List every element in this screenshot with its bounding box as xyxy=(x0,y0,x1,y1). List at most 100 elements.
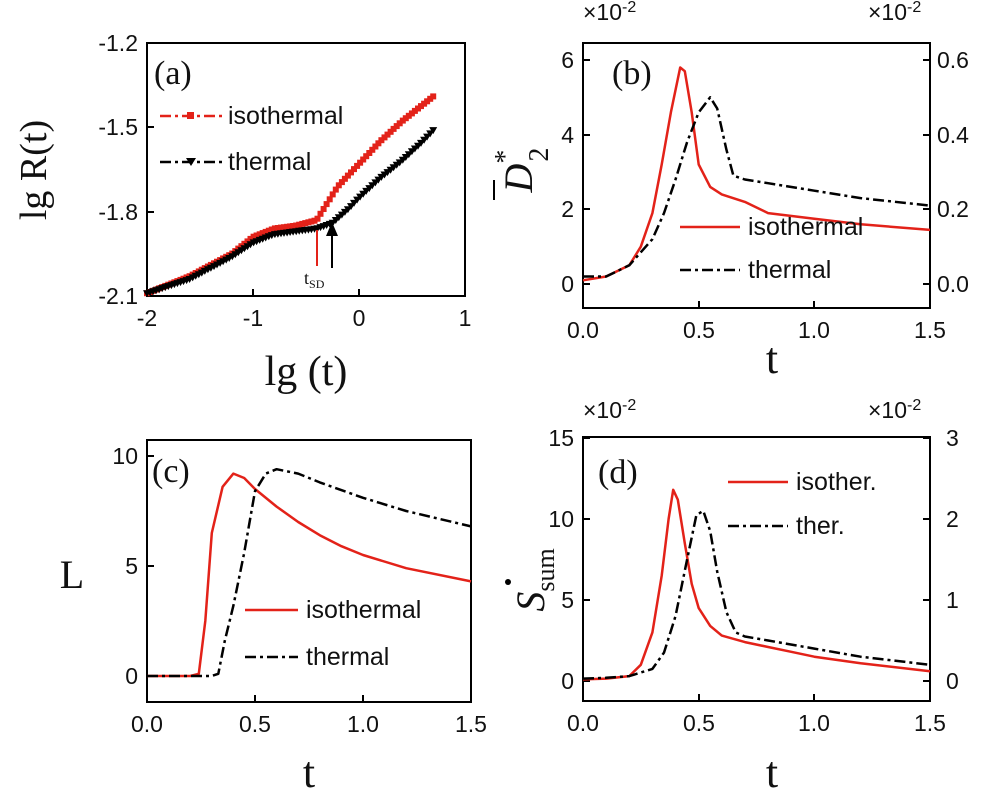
y-tick-label: 0 xyxy=(561,271,574,297)
y-tick-label: -1.8 xyxy=(98,199,138,225)
x-tick-label: 0.5 xyxy=(239,711,271,737)
y2-tick-label: 0.0 xyxy=(937,271,969,297)
y-tick-label: -1.5 xyxy=(98,114,138,140)
x-tick-label: -2 xyxy=(137,305,157,331)
y-label-sub: 2 xyxy=(524,148,555,162)
series-line-ther xyxy=(582,509,931,680)
x-tick-label: 1.5 xyxy=(914,317,946,343)
data-point xyxy=(317,210,324,217)
x-tick-label: 1 xyxy=(459,305,472,331)
data-point xyxy=(338,179,345,186)
y-axis-label: Ssum xyxy=(505,548,560,612)
data-point xyxy=(247,235,254,242)
panel-d-plot xyxy=(582,488,931,681)
data-point xyxy=(354,162,361,169)
x-tick-label: 0.5 xyxy=(683,317,715,343)
data-point xyxy=(357,159,364,166)
x-tick-label: 1.0 xyxy=(798,710,830,736)
legend-label-thermal: thermal xyxy=(748,256,831,284)
tsd-annotation-t: t xyxy=(304,268,309,288)
panel-a-plot xyxy=(143,93,438,298)
panel-label: (c) xyxy=(152,453,190,490)
y-multiplier-exp: -2 xyxy=(622,397,636,414)
series-line-isothermal xyxy=(147,472,472,678)
data-point xyxy=(375,140,382,147)
y-tick-label: 10 xyxy=(548,506,574,532)
y-multiplier-base: ×10 xyxy=(583,0,622,25)
data-point xyxy=(348,169,354,176)
x-axis-label: t xyxy=(766,334,778,383)
data-point xyxy=(424,98,431,105)
y2-multiplier-exp: -2 xyxy=(907,0,921,16)
y-label-symbol: D* 2 xyxy=(490,148,555,194)
tsd-annotation: tSD xyxy=(304,268,325,291)
data-point xyxy=(384,131,391,138)
panel-label: (a) xyxy=(154,55,192,92)
data-point xyxy=(253,232,260,239)
data-point xyxy=(372,143,379,150)
x-tick-label: 1.0 xyxy=(347,711,379,737)
panel-label: (d) xyxy=(598,454,638,491)
y-multiplier-exp: -2 xyxy=(622,0,636,16)
panel-a: -2 -1 0 1 -2.1 -1.8 -1.5 -1.2 lg (t) lg … xyxy=(13,30,471,395)
legend-label-thermal: thermal xyxy=(228,148,311,176)
y2-tick-label: 0 xyxy=(946,668,959,694)
y-label-dot xyxy=(505,579,511,585)
y2-tick-label: 3 xyxy=(946,425,959,451)
series-thermal xyxy=(143,127,438,298)
y-tick-label: -1.2 xyxy=(98,30,138,56)
legend-label-isother: isother. xyxy=(796,468,877,496)
x-tick-label: 0.5 xyxy=(683,710,715,736)
y2-multiplier-base: ×10 xyxy=(868,0,907,25)
panel-c: 0.0 0.5 1.0 1.5 0 5 10 t L (c) isotherma… xyxy=(60,439,487,797)
y-multiplier: ×10-2 xyxy=(583,0,636,25)
data-point xyxy=(366,150,373,156)
y-tick-label: 4 xyxy=(561,122,574,148)
data-point xyxy=(390,125,397,132)
legend-label-isothermal: isothermal xyxy=(306,596,421,624)
y2-tick-label: 0.2 xyxy=(937,196,969,222)
data-point xyxy=(429,127,438,135)
series-line-thermal xyxy=(147,467,472,678)
data-point xyxy=(341,175,348,182)
panel-b-frame xyxy=(582,42,931,309)
x-tick-label: 1.5 xyxy=(914,710,946,736)
panel-b: 0.0 0.5 1.0 1.5 0 2 4 6 0.0 0.2 0.4 0.6 … xyxy=(490,0,969,383)
y2-tick-label: 1 xyxy=(946,587,959,613)
y-multiplier: ×10-2 xyxy=(583,397,636,423)
y-tick-label: 5 xyxy=(561,587,574,613)
panel-d-frame xyxy=(582,436,931,702)
data-point xyxy=(396,120,403,127)
x-axis-label: lg (t) xyxy=(265,349,348,395)
x-tick-label: 0.0 xyxy=(567,317,599,343)
panel-a-frame xyxy=(146,42,466,297)
panel-d-ticks xyxy=(582,437,931,701)
data-point xyxy=(335,182,342,189)
x-tick-label: 0 xyxy=(353,305,366,331)
x-tick-label: 0.0 xyxy=(131,711,163,737)
panel-d: 0.0 0.5 1.0 1.5 0 5 10 15 0 1 2 3 ×10-2 … xyxy=(505,397,959,797)
y-tick-label: 0 xyxy=(125,663,138,689)
data-point xyxy=(329,191,336,198)
x-tick-label: 0.0 xyxy=(567,710,599,736)
data-point xyxy=(308,218,315,225)
y2-tick-label: 0.4 xyxy=(937,122,969,148)
data-point xyxy=(296,221,303,228)
y-multiplier-base: ×10 xyxy=(583,397,622,423)
panel-c-plot xyxy=(147,467,472,678)
y-label-sub: sum xyxy=(531,548,560,591)
data-point xyxy=(320,206,327,212)
y-tick-label: 15 xyxy=(548,425,574,451)
y2-multiplier: ×10-2 xyxy=(868,397,921,423)
data-point xyxy=(411,107,418,114)
y-tick-label: 10 xyxy=(112,443,138,469)
legend-label-isothermal: isothermal xyxy=(228,102,343,130)
data-point xyxy=(274,225,281,231)
y2-multiplier: ×10-2 xyxy=(868,0,921,25)
data-point xyxy=(314,215,321,222)
data-point xyxy=(351,166,357,173)
data-point xyxy=(378,137,385,144)
legend-label-thermal: thermal xyxy=(306,643,389,671)
legend-label-ther: ther. xyxy=(796,512,845,540)
